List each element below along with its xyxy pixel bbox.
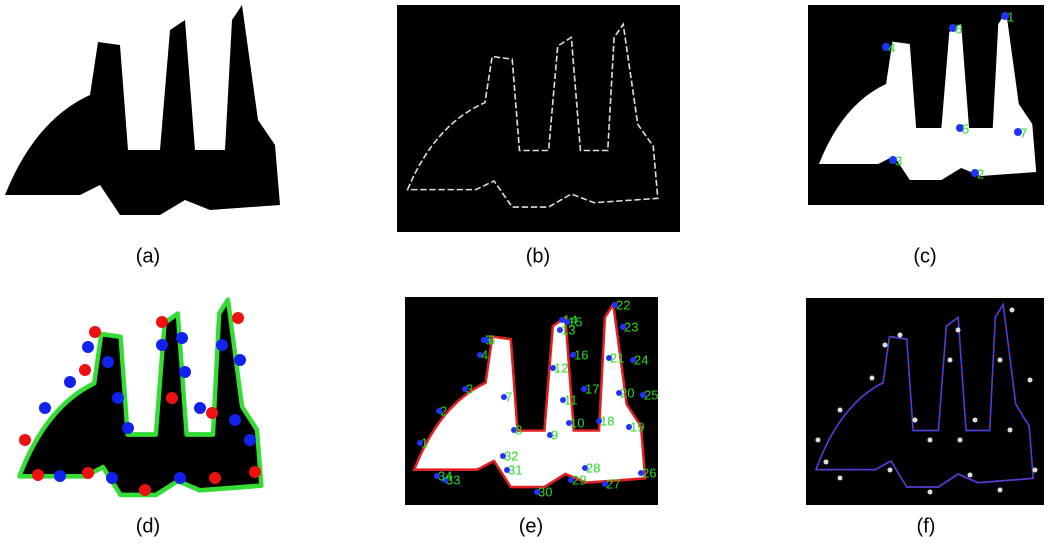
caption: (c)	[913, 245, 936, 267]
control-dot	[139, 484, 151, 496]
control-dot	[229, 414, 241, 426]
control-dot	[122, 422, 134, 434]
point-label: 19	[630, 419, 644, 434]
control-dot	[32, 469, 44, 481]
point-label: 20	[620, 385, 634, 400]
control-dot	[232, 312, 244, 324]
sample-dot	[1028, 378, 1033, 383]
sample-dot	[883, 343, 888, 348]
point-label: 32	[504, 448, 518, 463]
sample-dot	[968, 473, 973, 478]
control-dot	[54, 470, 66, 482]
point-label: 22	[616, 297, 630, 312]
point-label: 6	[488, 332, 495, 347]
sample-dot	[958, 438, 963, 443]
point-label: 9	[551, 427, 558, 442]
figure: (a) (b) (c) (d) (e) (f) 1234567123456789…	[0, 0, 1057, 545]
point-label: 11	[564, 392, 578, 407]
point-label: 2	[977, 166, 984, 181]
panel-bg	[806, 298, 1044, 505]
control-dot	[112, 392, 124, 404]
point-label: 3	[895, 153, 902, 168]
point-label: 23	[624, 319, 638, 334]
sample-dot	[898, 333, 903, 338]
sample-dot	[928, 438, 933, 443]
control-dot	[64, 376, 76, 388]
sample-dot	[838, 408, 843, 413]
sample-dot	[1008, 428, 1013, 433]
control-dot	[194, 402, 206, 414]
control-dot	[19, 434, 31, 446]
control-dot	[206, 407, 218, 419]
control-dot	[106, 472, 118, 484]
control-dot	[176, 332, 188, 344]
point-label: 25	[644, 387, 658, 402]
point-label: 3	[466, 381, 473, 396]
caption: (e)	[519, 515, 543, 537]
caption: (d)	[136, 515, 160, 537]
control-dot	[166, 392, 178, 404]
point-label: 26	[642, 465, 656, 480]
control-dot	[156, 316, 168, 328]
point-label: 7	[1020, 125, 1027, 140]
control-dot	[82, 467, 94, 479]
sample-dot	[1010, 308, 1015, 313]
sample-dot	[824, 460, 829, 465]
control-dot	[89, 326, 101, 338]
point-label: 34	[438, 468, 452, 483]
sample-dot	[998, 358, 1003, 363]
point-label: 27	[606, 476, 620, 491]
point-label: 16	[574, 347, 588, 362]
point-label: 5	[962, 121, 969, 136]
control-dot	[39, 402, 51, 414]
panels	[5, 5, 1044, 505]
control-dot	[156, 339, 168, 351]
control-dot	[174, 472, 186, 484]
point-label: 1	[1007, 9, 1014, 24]
caption: (a)	[136, 245, 160, 267]
control-dot	[249, 466, 261, 478]
control-dot	[234, 354, 246, 366]
control-dot	[179, 366, 191, 378]
point-label: 10	[570, 415, 584, 430]
point-label: 15	[568, 314, 582, 329]
sample-dot	[1033, 468, 1038, 473]
control-dot	[102, 356, 114, 368]
sample-dot	[838, 476, 843, 481]
point-label: 4	[481, 347, 488, 362]
point-label: 18	[600, 413, 614, 428]
point-label: 8	[515, 422, 522, 437]
point-label: 30	[538, 484, 552, 499]
point-label: 6	[955, 21, 962, 36]
sample-dot	[928, 490, 933, 495]
point-label: 24	[634, 352, 648, 367]
point-label: 2	[440, 403, 447, 418]
control-dot	[209, 472, 221, 484]
control-dot	[216, 339, 228, 351]
point-label: 31	[508, 462, 522, 477]
sample-dot	[998, 488, 1003, 493]
point-label: 28	[586, 460, 600, 475]
point-label: 4	[888, 40, 895, 55]
sample-dot	[888, 468, 893, 473]
sample-dot	[973, 418, 978, 423]
sample-dot	[913, 418, 918, 423]
point-label: 1	[421, 435, 428, 450]
point-label: 12	[554, 360, 568, 375]
caption: (b)	[526, 245, 550, 267]
control-dot	[82, 341, 94, 353]
glyph-silhouette	[5, 5, 280, 215]
point-label: 7	[505, 389, 512, 404]
control-dot	[244, 434, 256, 446]
sample-dot	[948, 358, 953, 363]
sample-dot	[956, 328, 961, 333]
point-label: 29	[572, 472, 586, 487]
control-dot	[79, 364, 91, 376]
point-label: 17	[585, 381, 599, 396]
caption: (f)	[917, 515, 936, 537]
glyph-polygon	[19, 300, 261, 495]
sample-dot	[870, 376, 875, 381]
point-label: 21	[610, 350, 624, 365]
sample-dot	[816, 438, 821, 443]
